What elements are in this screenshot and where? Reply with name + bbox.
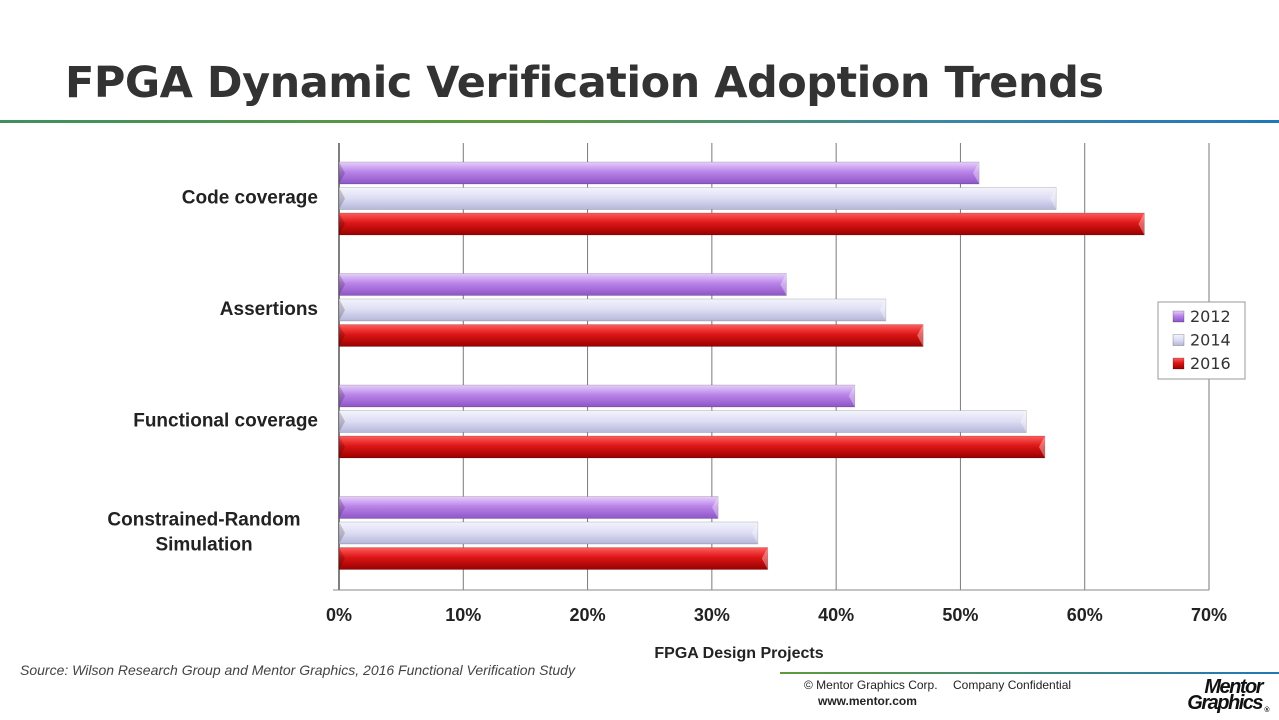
bar-end-cap (848, 385, 855, 407)
bar-end-cap (751, 522, 758, 544)
x-tick-label: 60% (1067, 605, 1103, 625)
legend: 2012 2014 2016 (1157, 301, 1246, 380)
bar-bevel (339, 522, 345, 544)
bar-2016 (338, 212, 1145, 236)
bar-end-cap (1050, 187, 1057, 210)
legend-swatch (1172, 357, 1185, 370)
bar-2012 (338, 496, 719, 519)
bar-layer (338, 161, 1145, 570)
footer-copyright: © Mentor Graphics Corp. (804, 678, 938, 692)
bar-end-cap (973, 162, 980, 184)
category-label: Constrained-Random Simulation (107, 510, 300, 556)
bar-bevel (339, 385, 345, 407)
bar-end-cap (1038, 436, 1045, 458)
x-tick-label: 30% (694, 605, 730, 625)
bar-2016 (338, 547, 769, 570)
footer-url: www.mentor.com (818, 694, 917, 708)
logo-text-line2: Graphics (1187, 692, 1263, 714)
x-tick-label: 0% (326, 605, 352, 625)
legend-swatch (1172, 310, 1185, 323)
bar-2016 (338, 435, 1046, 459)
bar-bevel (339, 299, 345, 321)
bar-end-cap (712, 496, 719, 519)
slide-title: FPGA Dynamic Verification Adoption Trend… (65, 58, 1104, 108)
x-tick-label: 40% (818, 605, 854, 625)
bar-end-cap (1138, 213, 1145, 235)
title-rule (0, 120, 1279, 123)
bar-end-cap (1020, 410, 1027, 433)
bar-end-cap (917, 324, 924, 347)
bar-end-cap (879, 299, 886, 321)
x-tick-label: 10% (445, 605, 481, 625)
bar-2012 (338, 384, 856, 408)
bar-bevel (339, 187, 345, 210)
logo-registered-mark: ® (1264, 707, 1269, 714)
bar-2014 (338, 298, 887, 322)
bar-2014 (338, 410, 1027, 433)
bar-bevel (339, 436, 345, 458)
category-label: Code coverage (182, 188, 318, 209)
bar-bevel (339, 410, 345, 433)
category-label: Assertions (220, 299, 318, 320)
x-tick-label: 50% (942, 605, 978, 625)
bar-2014 (338, 187, 1057, 210)
category-label: Functional coverage (133, 411, 318, 432)
bar-2012 (338, 273, 787, 296)
legend-label: 2012 (1190, 307, 1231, 326)
legend-label: 2014 (1190, 331, 1231, 350)
bar-bevel (339, 273, 345, 296)
bar-2012 (338, 161, 980, 185)
bar-end-cap (761, 547, 768, 570)
bar-2016 (338, 324, 924, 347)
logo-text-line1: Mentor (1204, 676, 1263, 698)
legend-box (1157, 301, 1246, 380)
label-layer: 0% 10% 20% 30% 40% 50% 60% 70% FPGA Design Proje… (107, 188, 1227, 663)
source-note: Source: Wilson Research Group and Mentor… (20, 662, 575, 678)
bar-bevel (339, 496, 345, 519)
mentor-graphics-logo: Mentor Graphics ® (1168, 676, 1269, 714)
bar-end-cap (780, 273, 787, 296)
footer-confidential: Company Confidential (953, 678, 1072, 692)
x-axis-title: FPGA Design Projects (654, 645, 823, 662)
footer-rule (780, 672, 1279, 674)
legend-label: 2016 (1190, 354, 1231, 373)
bar-2014 (338, 521, 759, 545)
x-tick-label: 20% (570, 605, 606, 625)
legend-swatch (1172, 334, 1185, 346)
bar-bevel (339, 213, 345, 235)
bar-bevel (339, 547, 345, 570)
x-tick-label: 70% (1191, 605, 1227, 625)
bar-bevel (339, 324, 345, 347)
bar-bevel (339, 162, 345, 184)
